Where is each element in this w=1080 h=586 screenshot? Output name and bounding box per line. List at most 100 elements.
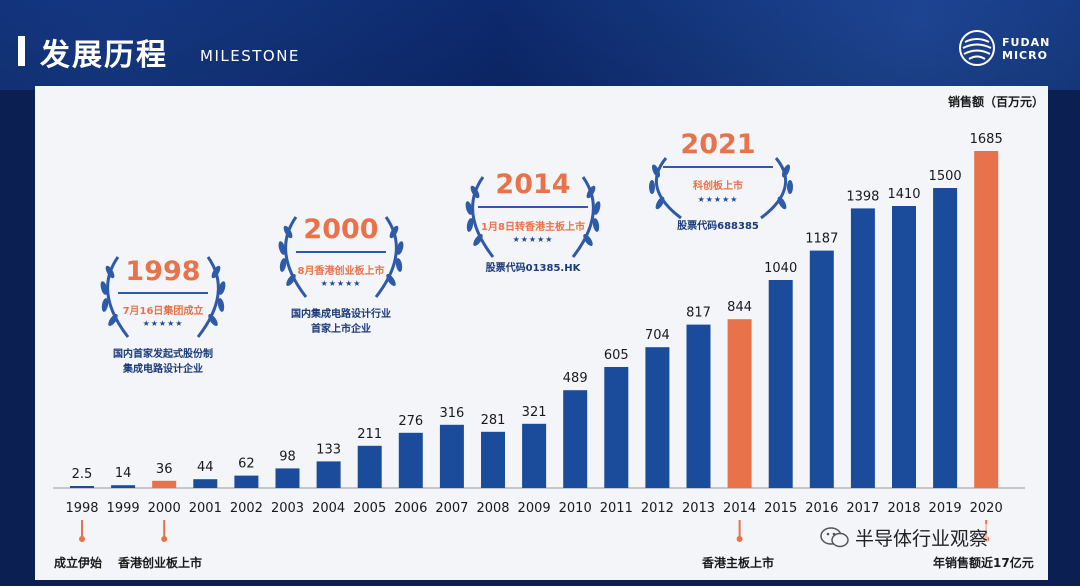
watermark-text: 半导体行业观察 <box>855 524 989 551</box>
x-tick-label-2001: 2001 <box>189 501 222 516</box>
value-label-2012: 704 <box>645 328 670 343</box>
bar-2007 <box>439 424 464 488</box>
x-tick-label-2010: 2010 <box>559 501 592 516</box>
value-label-1998: 2.5 <box>72 467 93 482</box>
page-title: 发展历程 <box>40 38 168 73</box>
milestone-stars: ★★★★★ <box>697 195 739 204</box>
milestone-divider <box>478 206 588 208</box>
x-tick-label-2007: 2007 <box>435 501 468 516</box>
value-label-2014: 844 <box>727 300 752 315</box>
value-label-2004: 133 <box>316 442 341 457</box>
milestone-desc-line: 国内首家发起式股份制 <box>113 349 213 360</box>
bar-2002 <box>234 475 259 488</box>
value-label-2000: 36 <box>156 462 173 477</box>
laurel-wreath-icon <box>465 176 601 258</box>
bar-2014 <box>727 319 752 488</box>
bar-2015 <box>768 280 793 488</box>
marker-dot-2014 <box>736 536 743 542</box>
milestone-year: 2021 <box>680 129 756 160</box>
value-label-2009: 321 <box>522 405 547 420</box>
y-axis-unit-label: 销售额（百万元） <box>948 95 1045 109</box>
milestone-desc-line: 集成电路设计企业 <box>123 364 203 375</box>
x-tick-label-2006: 2006 <box>394 501 427 516</box>
bar-2018 <box>892 206 916 488</box>
bar-2003 <box>275 468 300 488</box>
x-tick-label-2016: 2016 <box>805 501 838 516</box>
milestone-desc: 股票代码688385 <box>628 219 808 234</box>
bar-2011 <box>604 367 629 488</box>
value-label-2008: 281 <box>481 413 506 428</box>
value-label-2001: 44 <box>197 460 214 475</box>
x-tick-label-2019: 2019 <box>929 501 962 516</box>
milestone-stars: ★★★★★ <box>320 279 362 288</box>
milestone-divider <box>296 251 386 253</box>
milestone-year: 1998 <box>125 256 201 287</box>
x-tick-label-2012: 2012 <box>641 501 674 516</box>
bar-2008 <box>481 431 505 488</box>
annotation-1998: 成立伊始 <box>54 556 103 570</box>
bar-2009 <box>522 423 547 488</box>
annotation-2014: 香港主板上市 <box>702 556 775 570</box>
marker-dot-1998 <box>79 536 85 542</box>
bar-1999 <box>111 485 136 488</box>
milestone-event: 1月8日转香港主板上市 <box>481 222 585 233</box>
sales-bar-chart: 2.5 1998 14 1999 36 2000 44 2001 62 2002 98 2003 133… <box>53 132 1025 542</box>
logo-line-1: FUDAN <box>1002 36 1051 49</box>
title-accent-bar <box>18 36 25 66</box>
x-tick-label-2018: 2018 <box>887 501 920 516</box>
milestone-desc: 股票代码01385.HK <box>443 261 623 276</box>
company-logo-text: FUDAN MICRO <box>1002 36 1050 62</box>
value-label-2003: 98 <box>279 449 296 464</box>
chart-panel: 2.5 1998 14 1999 36 2000 44 2001 62 2002 98 2003 133… <box>35 86 1048 580</box>
value-label-2011: 605 <box>604 348 629 363</box>
bar-2005 <box>357 445 382 488</box>
logo-line-2: MICRO <box>1002 49 1048 62</box>
milestone-desc: 国内集成电路设计行业 首家上市企业 <box>251 307 431 337</box>
bar-2017 <box>850 208 875 488</box>
bar-2010 <box>563 390 588 488</box>
x-tick-label-2000: 2000 <box>148 501 181 516</box>
milestone-desc-line: 首家上市企业 <box>311 324 371 335</box>
bar-2020 <box>974 151 999 488</box>
x-tick-label-2015: 2015 <box>764 501 797 516</box>
header-background <box>0 0 1080 90</box>
x-tick-label-2005: 2005 <box>353 501 386 516</box>
wechat-icon <box>820 527 849 548</box>
milestone-desc-line: 股票代码01385.HK <box>485 263 581 274</box>
milestone-divider <box>118 292 208 294</box>
milestone-stars: ★★★★★ <box>512 235 554 244</box>
bar-1998 <box>70 486 94 488</box>
milestone-year: 2000 <box>303 214 379 245</box>
annotation-2020: 年销售额近17亿元 <box>933 556 1034 570</box>
milestone-desc: 国内首家发起式股份制 集成电路设计企业 <box>73 347 253 377</box>
value-label-2002: 62 <box>238 457 255 472</box>
bar-2006 <box>398 432 423 488</box>
bar-2004 <box>316 461 341 488</box>
bar-2013 <box>686 324 711 488</box>
value-label-2007: 316 <box>439 406 464 421</box>
x-tick-label-2013: 2013 <box>682 501 715 516</box>
bar-2016 <box>809 250 834 488</box>
x-tick-label-2002: 2002 <box>230 501 263 516</box>
milestone-event: 7月16日集团成立 <box>122 306 204 317</box>
x-tick-label-1998: 1998 <box>65 501 98 516</box>
company-logo-icon <box>959 30 995 66</box>
milestone-divider <box>663 166 773 168</box>
milestone-event: 8月香港创业板上市 <box>297 266 385 277</box>
value-label-2013: 817 <box>686 306 711 321</box>
x-tick-label-2020: 2020 <box>970 501 1003 516</box>
x-tick-label-2008: 2008 <box>476 501 509 516</box>
value-label-2015: 1040 <box>764 261 797 276</box>
value-label-1999: 14 <box>115 466 132 481</box>
page-subtitle: MILESTONE <box>200 47 300 65</box>
value-label-2010: 489 <box>563 371 588 386</box>
milestone-desc-line: 国内集成电路设计行业 <box>291 309 391 320</box>
value-label-2019: 1500 <box>929 169 962 184</box>
bar-2012 <box>645 347 670 488</box>
x-tick-label-2003: 2003 <box>271 501 304 516</box>
x-tick-label-2011: 2011 <box>600 501 633 516</box>
bar-2019 <box>933 188 958 488</box>
bar-2000 <box>152 480 177 488</box>
milestone-desc-line: 股票代码688385 <box>677 221 759 232</box>
value-label-2006: 276 <box>398 414 423 429</box>
